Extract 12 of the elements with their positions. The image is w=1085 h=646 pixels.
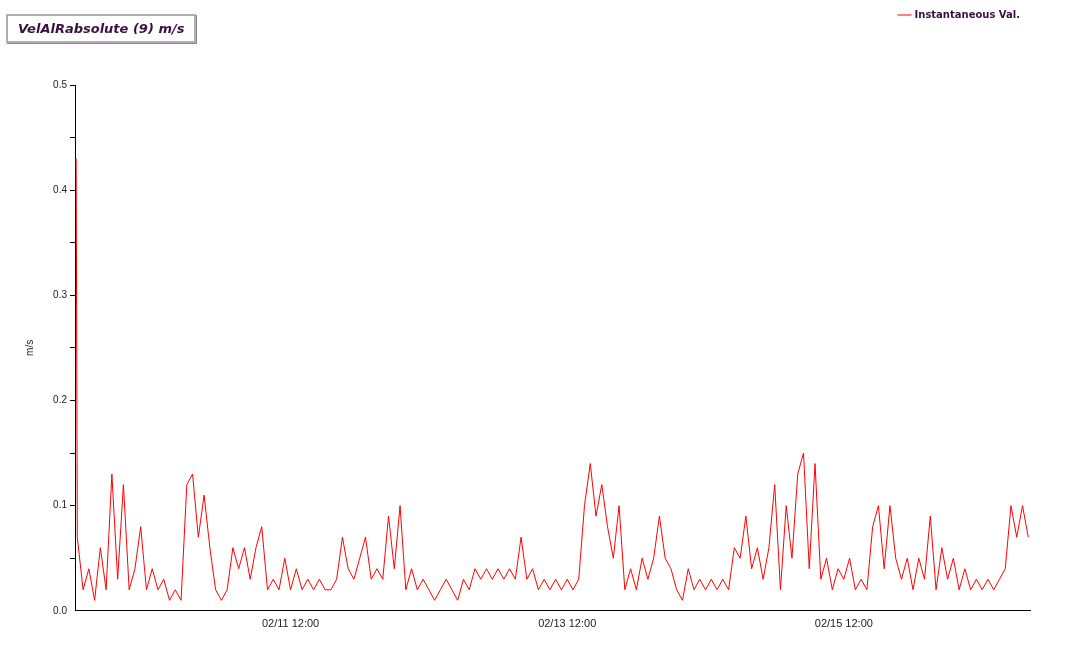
x-tick-label: 02/15 12:00 [814, 617, 873, 630]
y-tick-label: 0.1 [53, 499, 68, 511]
legend-label: Instantaneous Val. [914, 8, 1021, 20]
y-tick-label: 0.2 [53, 394, 68, 406]
y-tick-label: 0.0 [53, 604, 68, 616]
x-tick-label: 02/13 12:00 [538, 617, 597, 630]
y-tick-label: 0.4 [53, 183, 68, 195]
chart-title: VelAlRabsolute (9) m/s [6, 14, 197, 43]
y-tick-label: 0.5 [53, 78, 68, 90]
x-tick-label: 02/11 12:00 [261, 617, 320, 630]
y-axis-title: m/s [23, 339, 35, 356]
y-tick-label: 0.3 [53, 289, 68, 301]
